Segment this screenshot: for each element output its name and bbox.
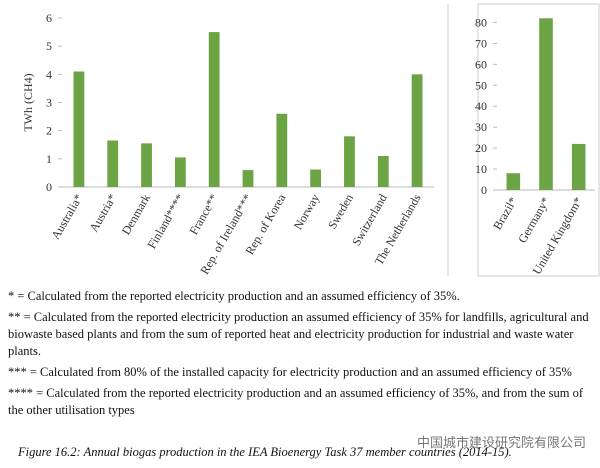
- bar: [174, 157, 186, 187]
- x-tick-label: Australia*: [48, 192, 85, 242]
- x-tick-label: Germany*: [515, 195, 552, 246]
- bar: [276, 113, 288, 187]
- bar: [506, 173, 521, 190]
- bar: [571, 143, 586, 190]
- bar: [377, 156, 389, 187]
- y-tick-label: 80: [475, 15, 487, 29]
- bar: [310, 169, 322, 187]
- y-tick-label: 6: [46, 11, 52, 25]
- bar: [411, 74, 423, 187]
- y-tick-label: 0: [46, 180, 52, 194]
- y-tick-label: 50: [475, 78, 487, 92]
- watermark: 中国城市建设研究院有限公司: [416, 436, 586, 451]
- y-tick-label: 2: [46, 124, 52, 138]
- y-tick-label: 0: [481, 183, 487, 197]
- x-tick-label: Brazil*: [490, 195, 520, 233]
- y-tick-label: 20: [475, 141, 487, 155]
- note: ** = Calculated from the reported electr…: [8, 310, 589, 358]
- bar: [141, 143, 152, 187]
- note: **** = Calculated from the reported elec…: [8, 386, 584, 417]
- caption: Figure 16.2: Annual biogas production in…: [18, 445, 512, 459]
- y-tick-label: 70: [475, 36, 487, 50]
- x-tick-label: Austria*: [87, 192, 120, 235]
- note: * = Calculated from the reported electri…: [8, 289, 460, 303]
- x-tick-label: Norway: [291, 192, 322, 232]
- bar: [107, 140, 119, 187]
- y-tick-label: 4: [46, 67, 52, 81]
- note: *** = Calculated from 80% of the install…: [8, 365, 572, 379]
- y-tick-label: 30: [475, 120, 487, 134]
- y-tick-label: 60: [475, 57, 487, 71]
- panel-frame: [477, 3, 600, 277]
- x-tick-label: Sweden: [325, 192, 356, 232]
- bar: [208, 32, 220, 188]
- y-tick-label: 1: [46, 152, 52, 166]
- y-tick-label: 40: [475, 99, 487, 113]
- x-tick-label: France**: [186, 192, 220, 238]
- bar: [242, 170, 254, 187]
- bar: [344, 136, 355, 187]
- notes: * = Calculated from the reported electri…: [8, 288, 592, 423]
- bar: [539, 18, 553, 191]
- bar: [73, 71, 85, 187]
- chart: 0 1 2 3 4 5 6 TWh (CH4) Australia* Austria* Denmar…: [21, 3, 600, 277]
- x-tick-label: Denmark: [119, 192, 153, 238]
- y-tick-label: 10: [475, 162, 487, 176]
- y-tick-label: 5: [46, 39, 52, 53]
- y-tick-label: 3: [46, 96, 52, 110]
- y-axis-label: TWh (CH4): [21, 73, 35, 131]
